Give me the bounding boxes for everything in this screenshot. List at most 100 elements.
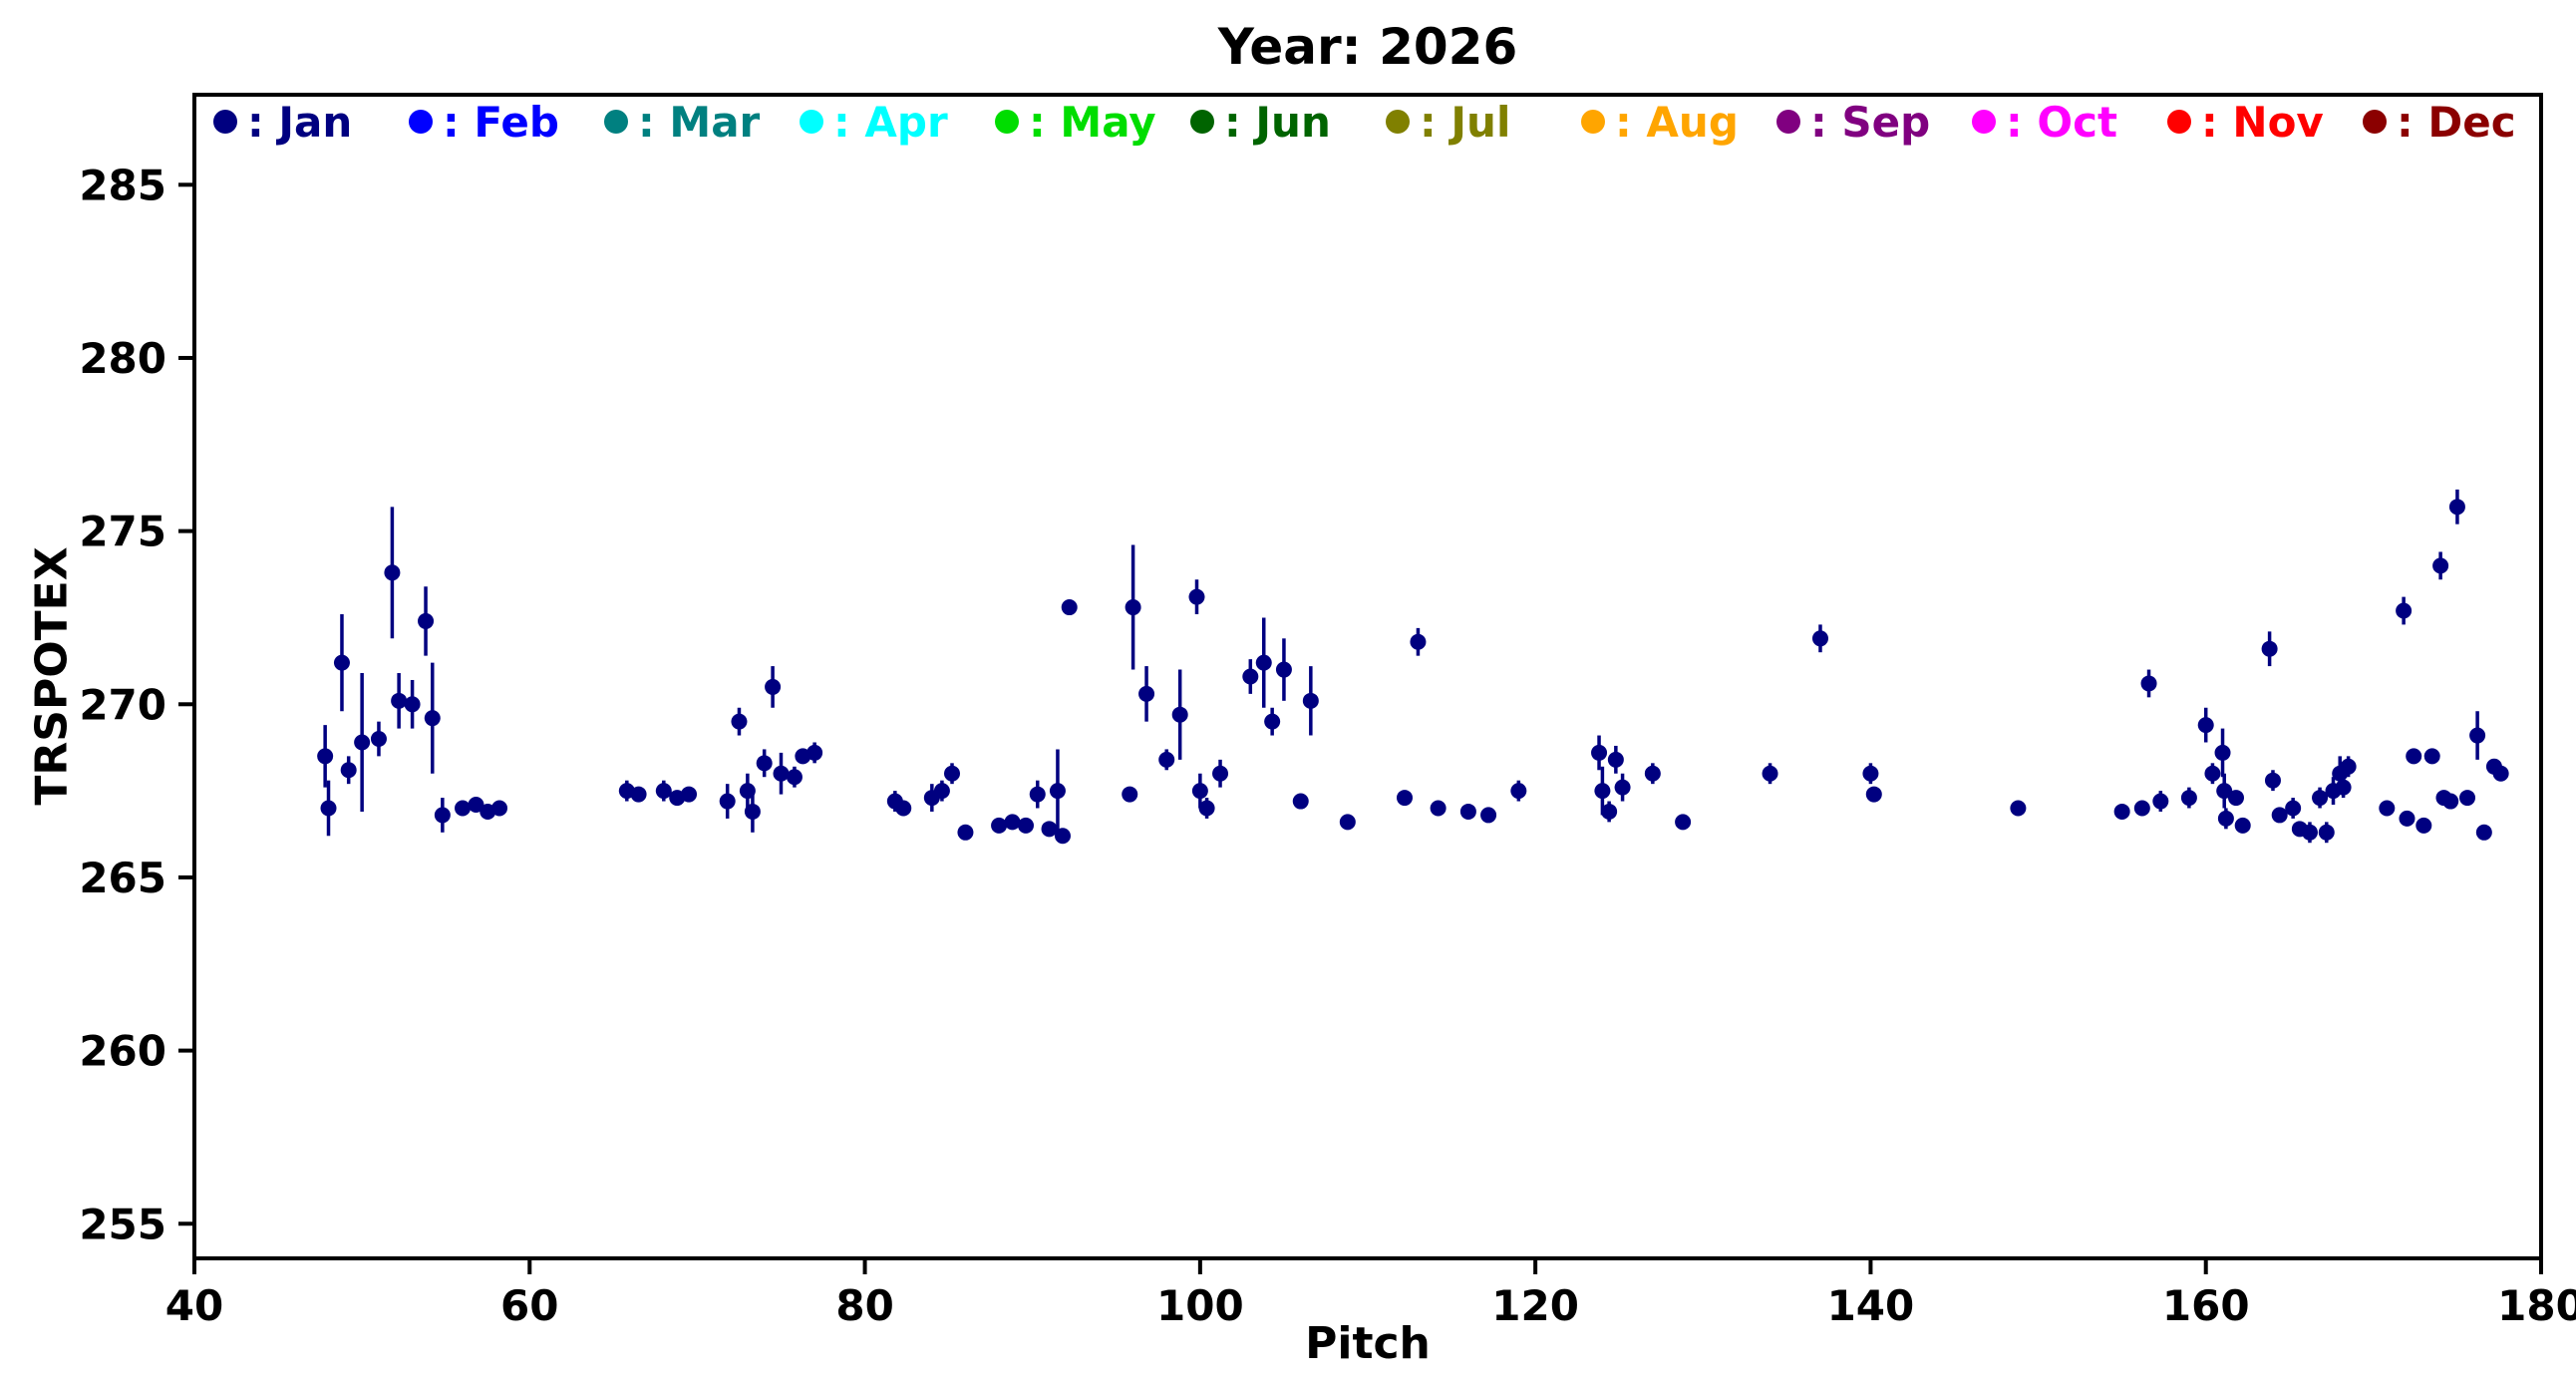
data-point <box>333 654 350 671</box>
x-tick-label: 160 <box>2162 1281 2250 1330</box>
data-point <box>786 769 803 786</box>
data-point <box>354 734 371 751</box>
legend-swatch-jun <box>1190 110 1214 134</box>
data-point <box>681 786 698 803</box>
legend-swatch-may <box>995 110 1019 134</box>
data-point <box>2301 824 2318 841</box>
legend-label-apr: : Apr <box>833 98 948 147</box>
data-point <box>2216 783 2233 800</box>
data-point <box>944 765 961 782</box>
data-point <box>1480 807 1497 824</box>
data-point <box>2264 772 2281 789</box>
y-axis-ticks: 255 260 265 270 275 280 285 <box>79 161 194 1248</box>
data-point <box>2140 675 2157 692</box>
data-point <box>2312 790 2329 807</box>
data-point <box>991 817 1008 834</box>
data-point <box>1594 783 1611 800</box>
data-point <box>1138 685 1155 702</box>
data-point <box>391 692 408 709</box>
data-point <box>1607 751 1624 768</box>
data-point <box>2227 790 2244 807</box>
data-point <box>1675 814 1692 831</box>
data-point <box>2152 793 2169 810</box>
data-point <box>1171 706 1188 723</box>
data-point <box>317 748 334 765</box>
data-point <box>2399 810 2415 827</box>
data-point <box>2448 499 2465 516</box>
data-point <box>1275 661 1292 678</box>
data-point <box>2204 765 2221 782</box>
data-point <box>2340 758 2357 775</box>
legend: : Jan: Feb: Mar: Apr: May: Jun: Jul: Aug… <box>213 98 2516 147</box>
data-point <box>1061 599 1078 616</box>
data-point <box>1191 783 1208 800</box>
data-point <box>2180 790 2197 807</box>
data-point <box>1811 630 1828 647</box>
legend-label-mar: : Mar <box>638 98 761 147</box>
data-point <box>1029 786 1046 803</box>
data-point <box>2261 640 2278 657</box>
data-point <box>1510 783 1527 800</box>
data-point <box>2475 824 2492 841</box>
data-point <box>1302 692 1319 709</box>
data-point <box>1054 828 1071 845</box>
data-point <box>2459 790 2476 807</box>
legend-label-aug: : Aug <box>1615 98 1739 147</box>
data-point <box>1212 765 1229 782</box>
y-tick-label: 270 <box>79 680 166 729</box>
data-point <box>2318 824 2335 841</box>
data-point <box>1601 803 1618 820</box>
data-point <box>895 800 912 817</box>
data-point <box>2432 557 2449 574</box>
data-point <box>1125 599 1141 616</box>
data-point <box>1410 633 1427 650</box>
data-point <box>2217 810 2234 827</box>
legend-swatch-mar <box>604 110 628 134</box>
data-point <box>1188 588 1205 605</box>
legend-swatch-jan <box>213 110 237 134</box>
x-tick-label: 140 <box>1827 1281 1915 1330</box>
data-point <box>2415 817 2432 834</box>
y-tick-label: 260 <box>79 1027 166 1076</box>
data-point <box>1396 790 1413 807</box>
data-point <box>1614 779 1631 796</box>
data-point <box>1292 793 1309 810</box>
data-point <box>1041 821 1058 838</box>
legend-swatch-apr <box>800 110 823 134</box>
data-point <box>731 713 748 730</box>
legend-label-oct: : Oct <box>2006 98 2117 147</box>
data-point <box>773 765 790 782</box>
data-point <box>2234 817 2251 834</box>
data-point <box>340 762 357 779</box>
data-point <box>2442 793 2459 810</box>
data-point <box>2113 803 2130 820</box>
data-point <box>765 678 782 695</box>
data-point <box>1644 765 1661 782</box>
data-point <box>1430 800 1447 817</box>
data-point <box>491 800 508 817</box>
legend-label-jul: : Jul <box>1420 98 1510 147</box>
y-tick-label: 275 <box>79 508 166 556</box>
data-point <box>957 824 974 841</box>
legend-swatch-feb <box>409 110 433 134</box>
x-axis-label: Pitch <box>1305 1318 1431 1369</box>
x-tick-label: 60 <box>500 1281 558 1330</box>
data-point <box>655 783 672 800</box>
legend-swatch-aug <box>1581 110 1605 134</box>
x-tick-label: 100 <box>1156 1281 1244 1330</box>
x-axis-ticks: 40 60 80 100 120 140 160 180 <box>165 1258 2576 1330</box>
x-tick-label: 40 <box>165 1281 223 1330</box>
data-point <box>1158 751 1175 768</box>
legend-swatch-jul <box>1386 110 1410 134</box>
y-tick-label: 265 <box>79 854 166 902</box>
data-point <box>1017 817 1034 834</box>
data-point <box>1264 713 1281 730</box>
legend-label-jan: : Jan <box>247 98 352 147</box>
legend-label-dec: : Dec <box>2397 98 2516 147</box>
data-point <box>1198 800 1215 817</box>
legend-swatch-dec <box>2363 110 2387 134</box>
data-point <box>2214 744 2231 761</box>
data-point <box>1242 668 1259 685</box>
data-point <box>468 797 484 814</box>
data-point <box>384 564 401 581</box>
